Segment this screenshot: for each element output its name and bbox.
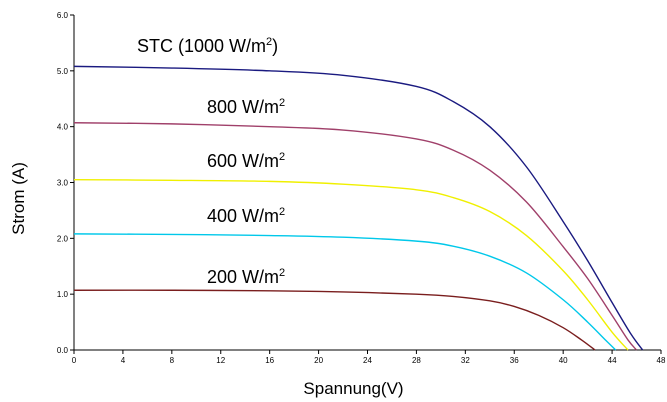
x-tick-label: 32 [461, 356, 470, 365]
x-tick-label: 44 [608, 356, 617, 365]
x-tick-label: 4 [121, 356, 126, 365]
series-label-main: 800 W/m [207, 97, 279, 117]
x-tick-label: 12 [216, 356, 225, 365]
series-line-4 [73, 289, 596, 351]
series-label-1: 800 W/m2 [207, 97, 285, 117]
series-lines [73, 65, 644, 351]
y-tick-label: 6.0 [57, 11, 69, 20]
y-ticks: 0.0 1.0 2.0 3.0 4.0 5.0 6.0 [57, 11, 74, 355]
series-label-superscript: 2 [279, 206, 285, 218]
series-label-main: 200 W/m [207, 267, 279, 287]
series-label-2: 600 W/m2 [207, 151, 285, 171]
x-ticks: 0 4 8 12 16 20 24 28 32 36 40 44 48 [72, 350, 666, 365]
series-label-superscript: 2 [266, 36, 272, 48]
series-label-4: 200 W/m2 [207, 267, 285, 287]
series-label-0: STC (1000 W/m2) [137, 36, 278, 56]
y-axis-title: Strom (A) [9, 162, 28, 235]
x-axis-title: Spannung(V) [303, 379, 403, 398]
series-label-main: 400 W/m [207, 206, 279, 226]
series-line-1 [73, 122, 638, 351]
series-line-3 [73, 233, 617, 351]
y-tick-label: 2.0 [57, 234, 69, 243]
series-label-superscript: 2 [279, 267, 285, 279]
series-line-0 [73, 65, 644, 351]
y-tick-label: 3.0 [57, 179, 69, 188]
series-label-main: STC (1000 W/m [137, 36, 266, 56]
y-tick-label: 0.0 [57, 346, 69, 355]
series-line-2 [73, 179, 629, 351]
x-tick-label: 16 [265, 356, 274, 365]
x-tick-label: 8 [170, 356, 175, 365]
x-tick-label: 36 [510, 356, 519, 365]
x-tick-label: 40 [559, 356, 568, 365]
x-tick-label: 48 [657, 356, 666, 365]
series-label-main: 600 W/m [207, 151, 279, 171]
x-tick-label: 0 [72, 356, 77, 365]
y-tick-label: 5.0 [57, 67, 69, 76]
axes [73, 15, 661, 351]
y-tick-label: 4.0 [57, 123, 69, 132]
series-label-end: ) [272, 36, 278, 56]
x-tick-label: 24 [363, 356, 372, 365]
series-label-superscript: 2 [279, 151, 285, 163]
x-tick-label: 28 [412, 356, 421, 365]
y-tick-label: 1.0 [57, 290, 69, 299]
series-label-3: 400 W/m2 [207, 206, 285, 226]
series-label-superscript: 2 [279, 97, 285, 109]
x-tick-label: 20 [314, 356, 323, 365]
